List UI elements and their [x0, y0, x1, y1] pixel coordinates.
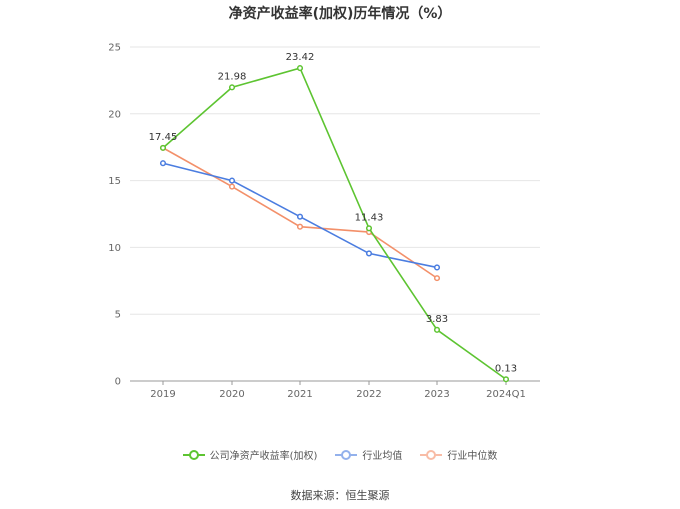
legend-swatch: [420, 449, 443, 460]
data-label: 21.98: [218, 71, 247, 82]
y-tick-label: 10: [108, 243, 121, 254]
data-point: [365, 250, 373, 257]
series-lines: [159, 65, 510, 383]
data-point: [433, 275, 441, 282]
legend-label: 行业均值: [362, 451, 403, 462]
data-label: 17.45: [149, 132, 178, 143]
x-tick-label: 2020: [219, 389, 244, 400]
x-tick-label: 2019: [150, 389, 175, 400]
x-tick-label: 2022: [356, 389, 381, 400]
legend-item[interactable]: 公司净资产收益率(加权): [182, 447, 318, 462]
data-point: [502, 376, 510, 383]
x-tick-label: 2024Q1: [486, 389, 526, 400]
legend: 公司净资产收益率(加权) 行业均值 行业中位数: [0, 447, 680, 462]
x-axis-ticks: 2019 2020 2021 2022 2023 2024Q1: [150, 381, 526, 400]
y-tick-label: 0: [115, 377, 121, 388]
data-labels: 17.45 21.98 23.42 11.43 3.83 0.13: [149, 52, 517, 374]
data-label: 23.42: [286, 52, 315, 63]
y-tick-label: 5: [115, 310, 121, 321]
y-tick-label: 15: [108, 176, 121, 187]
data-point: [228, 183, 236, 190]
data-point: [433, 326, 441, 333]
data-label: 0.13: [495, 363, 517, 374]
data-point: [228, 84, 236, 91]
data-label: 3.83: [426, 314, 448, 325]
data-point: [296, 213, 304, 220]
data-point: [365, 225, 373, 232]
data-point: [159, 144, 167, 151]
data-point: [296, 223, 304, 230]
series-line: [162, 67, 507, 380]
data-label: 11.43: [355, 212, 384, 223]
y-tick-label: 25: [108, 43, 121, 54]
data-point: [228, 177, 236, 184]
legend-label: 行业中位数: [447, 451, 498, 462]
legend-swatch: [335, 449, 358, 460]
legend-item[interactable]: 行业均值: [335, 447, 402, 462]
legend-swatch: [182, 449, 205, 460]
y-axis-ticks: 0 5 10 15 20 25: [108, 43, 121, 388]
data-point: [433, 264, 441, 271]
grid-lines: [130, 46, 540, 315]
y-tick-label: 20: [108, 109, 121, 120]
x-tick-label: 2023: [424, 389, 449, 400]
legend-item[interactable]: 行业中位数: [420, 447, 497, 462]
chart-title: 净资产收益率(加权)历年情况（%）: [228, 6, 452, 22]
data-point: [296, 65, 304, 72]
legend-label: 公司净资产收益率(加权): [209, 451, 318, 462]
line-chart: 0 5 10 15 20 25 2019 2020 2021 2022 2023 2024Q1 17…: [108, 43, 540, 400]
data-point: [159, 160, 167, 167]
x-tick-label: 2021: [287, 389, 312, 400]
source-text: 数据来源：恒生聚源: [290, 489, 390, 502]
